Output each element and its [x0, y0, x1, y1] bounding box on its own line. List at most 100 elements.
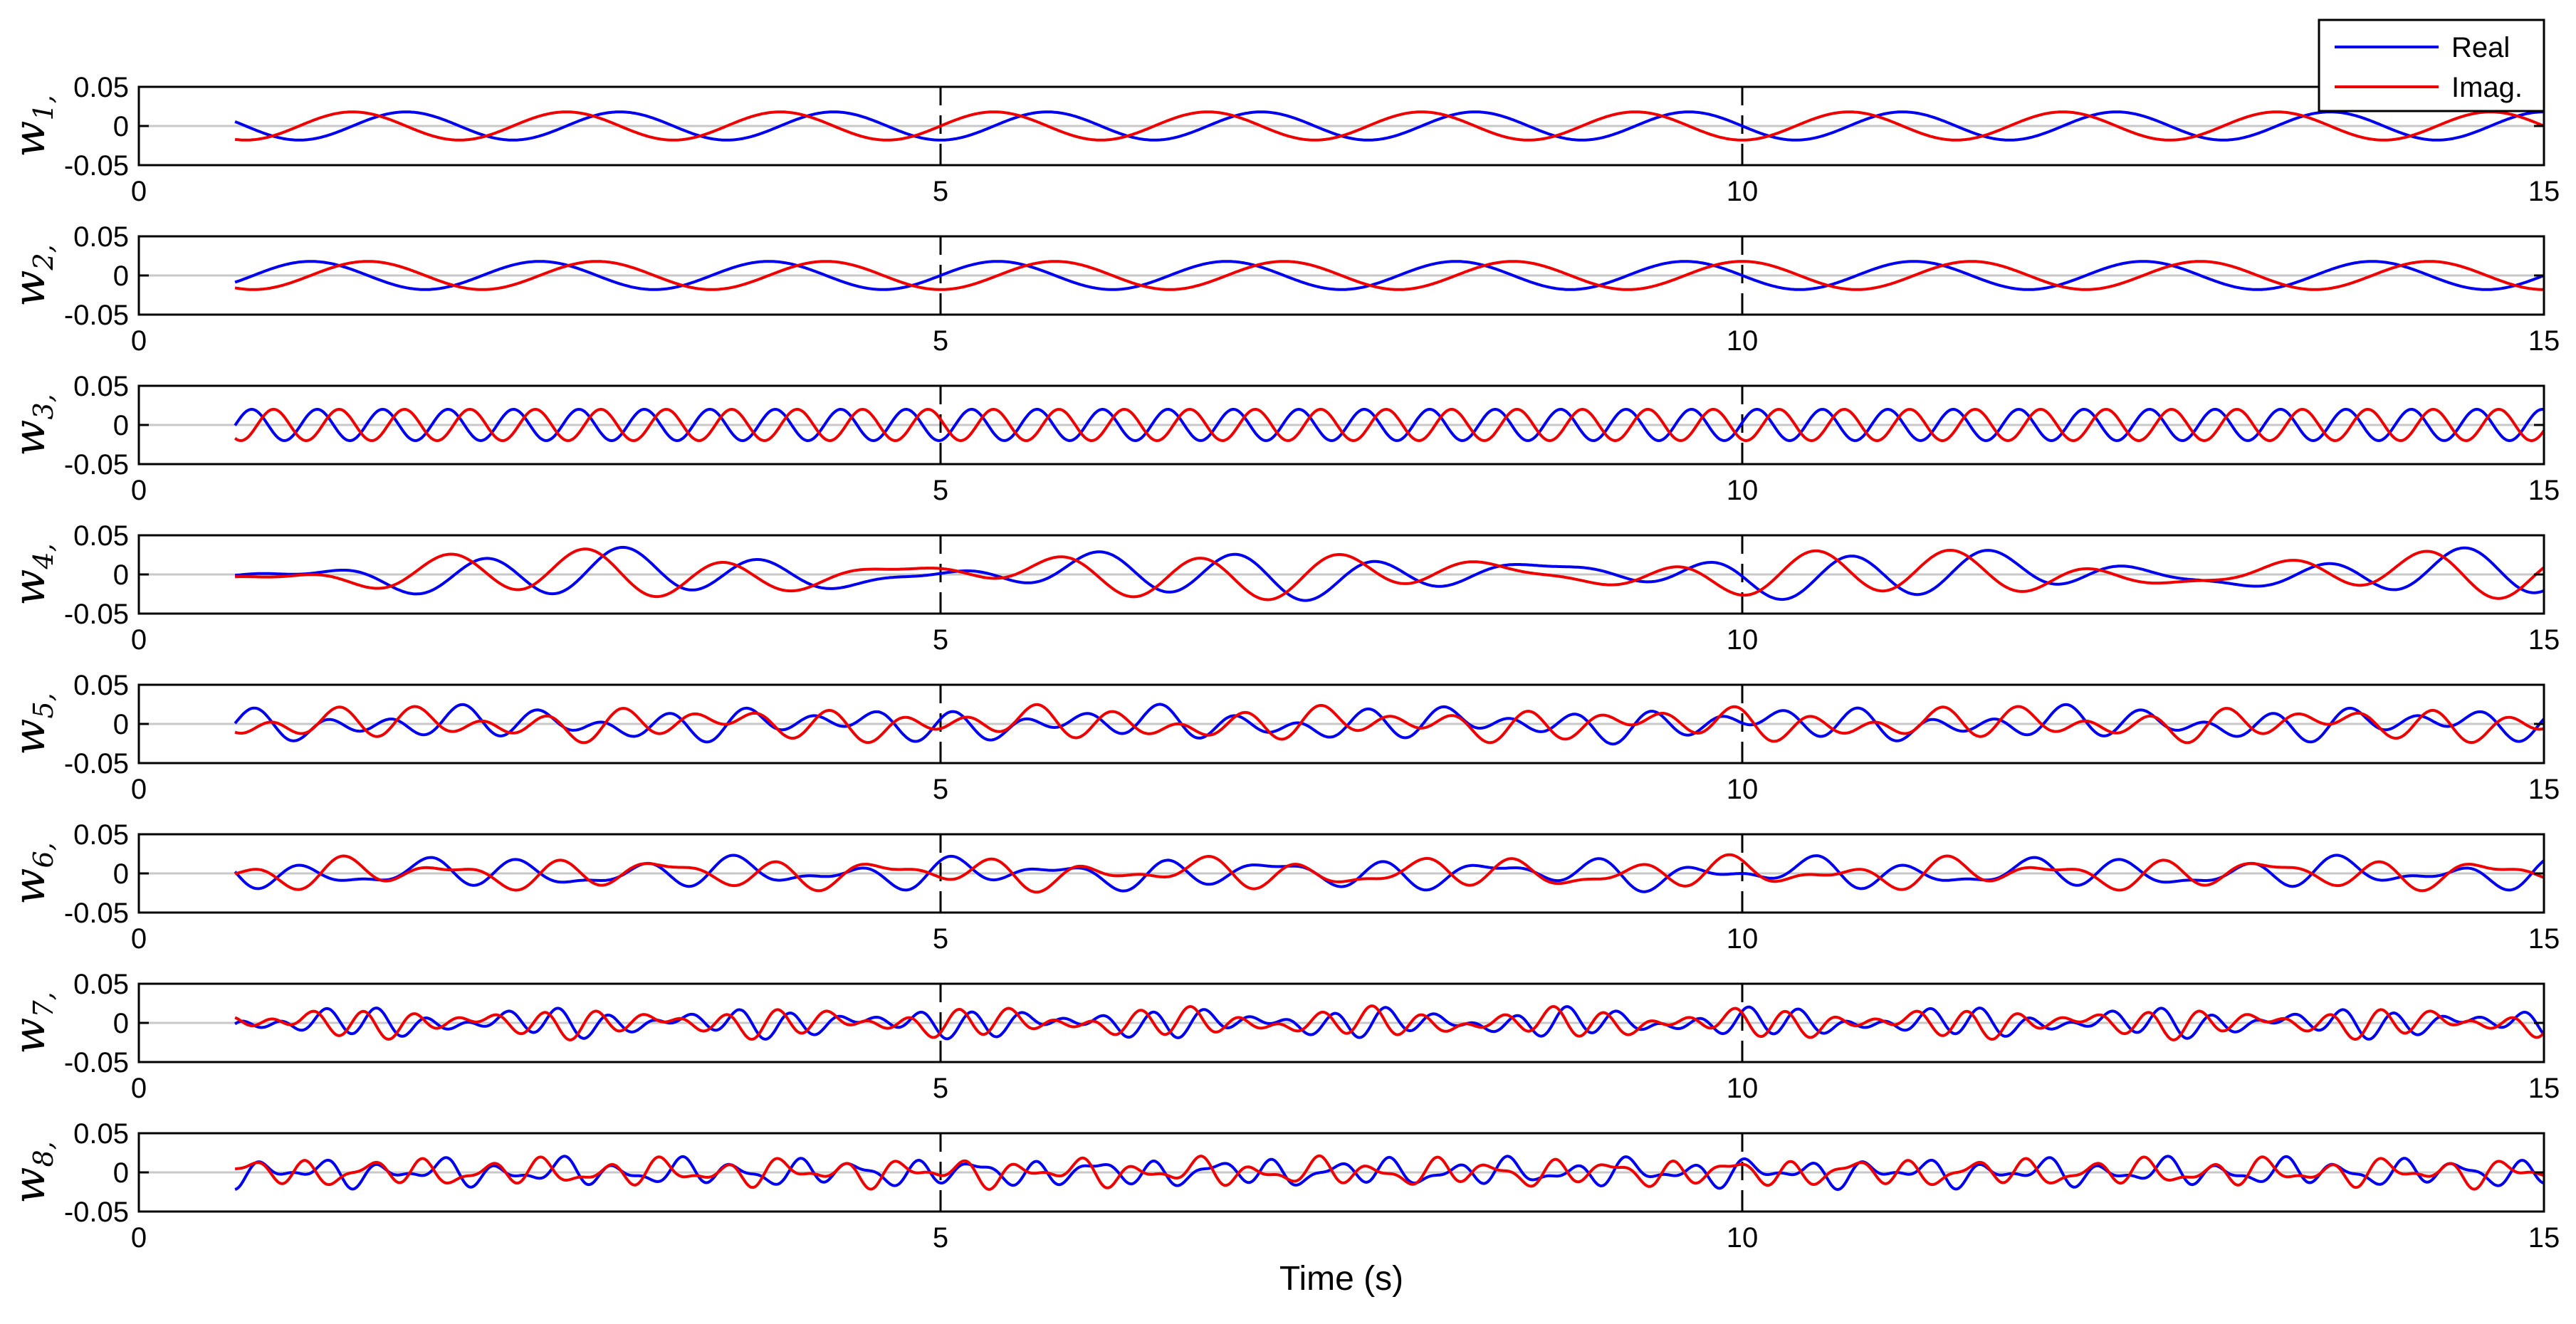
y-axis-label: w5,: [5, 693, 59, 755]
series-line-imag: [234, 110, 2544, 142]
y-tick-label: 0: [113, 559, 129, 591]
y-tick-label: 0: [113, 1008, 129, 1039]
y-label-subscript: 5,: [28, 693, 59, 718]
x-tick-label: 10: [1727, 923, 1759, 955]
x-tick-label: 0: [131, 475, 147, 506]
y-label-symbol: w: [5, 1017, 55, 1054]
y-tick-label: -0.05: [64, 449, 129, 480]
x-tick-label: 15: [2528, 176, 2560, 207]
y-tick-label: 0: [113, 858, 129, 890]
y-tick-label: 0.05: [73, 72, 129, 103]
series-line-real: [234, 260, 2544, 291]
x-tick-label: 5: [933, 325, 948, 357]
y-label-symbol: w: [5, 718, 55, 755]
series-line-imag: [234, 1004, 2544, 1041]
y-tick-label: 0.05: [73, 969, 129, 1000]
x-tick-label: 10: [1727, 1222, 1759, 1254]
y-label-subscript: 7,: [28, 992, 59, 1017]
y-label-subscript: 1,: [28, 95, 59, 120]
x-tick-label: 15: [2528, 923, 2560, 955]
x-tick-label: 10: [1727, 624, 1759, 656]
y-axis-label: w3,: [5, 394, 59, 456]
x-tick-label: 15: [2528, 475, 2560, 506]
y-tick-label: -0.05: [64, 898, 129, 929]
legend-label-real: Real: [2451, 32, 2510, 63]
y-label-subscript: 4,: [28, 543, 59, 569]
series-line-imag: [234, 703, 2544, 745]
x-tick-label: 10: [1727, 325, 1759, 357]
y-label-symbol: w: [5, 120, 55, 157]
y-tick-label: 0.05: [73, 520, 129, 552]
x-tick-label: 15: [2528, 624, 2560, 656]
y-tick-label: 0.05: [73, 1118, 129, 1150]
x-tick-label: 5: [933, 624, 948, 656]
x-tick-label: 0: [131, 1222, 147, 1254]
x-tick-label: 15: [2528, 774, 2560, 805]
y-tick-label: 0: [113, 111, 129, 142]
y-label-symbol: w: [5, 1167, 55, 1203]
x-tick-label: 0: [131, 176, 147, 207]
x-tick-label: 0: [131, 624, 147, 656]
legend-label-imag: Imag.: [2451, 72, 2523, 103]
series-line-imag: [235, 547, 2544, 601]
y-axis-label: w4,: [5, 543, 59, 606]
y-tick-label: 0: [113, 1157, 129, 1189]
x-tick-label: 5: [933, 774, 948, 805]
x-tick-label: 0: [131, 325, 147, 357]
x-tick-label: 15: [2528, 1222, 2560, 1254]
x-tick-label: 5: [933, 176, 948, 207]
series-line-imag: [234, 260, 2544, 291]
series-line-imag: [234, 1154, 2544, 1191]
y-tick-label: -0.05: [64, 599, 129, 630]
series-line-real: [234, 408, 2544, 442]
x-tick-label: 5: [933, 1222, 948, 1254]
y-tick-label: -0.05: [64, 1047, 129, 1078]
x-tick-label: 0: [131, 1073, 147, 1104]
y-tick-label: -0.05: [64, 1197, 129, 1228]
y-axis-label: w7,: [5, 992, 59, 1054]
x-tick-label: 0: [131, 923, 147, 955]
x-tick-label: 10: [1727, 475, 1759, 506]
x-tick-label: 15: [2528, 325, 2560, 357]
x-tick-label: 10: [1727, 774, 1759, 805]
series-line-real: [234, 1005, 2544, 1041]
y-tick-label: 0.05: [73, 819, 129, 851]
series-line-imag: [234, 408, 2544, 442]
series-line-real: [234, 545, 2544, 602]
y-tick-label: 0: [113, 709, 129, 740]
y-axis-label: w8,: [5, 1141, 59, 1204]
y-tick-label: 0: [113, 410, 129, 441]
y-axis-label: w1,: [5, 95, 59, 157]
series-line-imag: [234, 853, 2544, 894]
x-tick-label: 0: [131, 774, 147, 805]
y-tick-label: 0.05: [73, 221, 129, 253]
y-label-subscript: 3,: [28, 394, 59, 419]
x-tick-label: 10: [1727, 1073, 1759, 1104]
x-tick-label: 5: [933, 923, 948, 955]
y-tick-label: 0: [113, 261, 129, 292]
legend: Real Imag.: [2318, 19, 2545, 112]
x-tick-label: 5: [933, 475, 948, 506]
y-axis-label: w2,: [5, 244, 59, 307]
x-tick-label: 5: [933, 1073, 948, 1104]
y-label-symbol: w: [5, 270, 55, 306]
x-tick-label: 10: [1727, 176, 1759, 207]
y-label-subscript: 8,: [28, 1141, 59, 1167]
y-label-subscript: 2,: [28, 244, 59, 270]
y-axis-label: w6,: [5, 842, 59, 905]
y-tick-label: -0.05: [64, 150, 129, 182]
legend-box: [2318, 19, 2545, 112]
y-label-symbol: w: [5, 868, 55, 904]
y-tick-label: -0.05: [64, 300, 129, 331]
y-label-symbol: w: [5, 419, 55, 456]
x-axis-label: Time (s): [1279, 1260, 1403, 1298]
series-line-real: [234, 110, 2544, 142]
